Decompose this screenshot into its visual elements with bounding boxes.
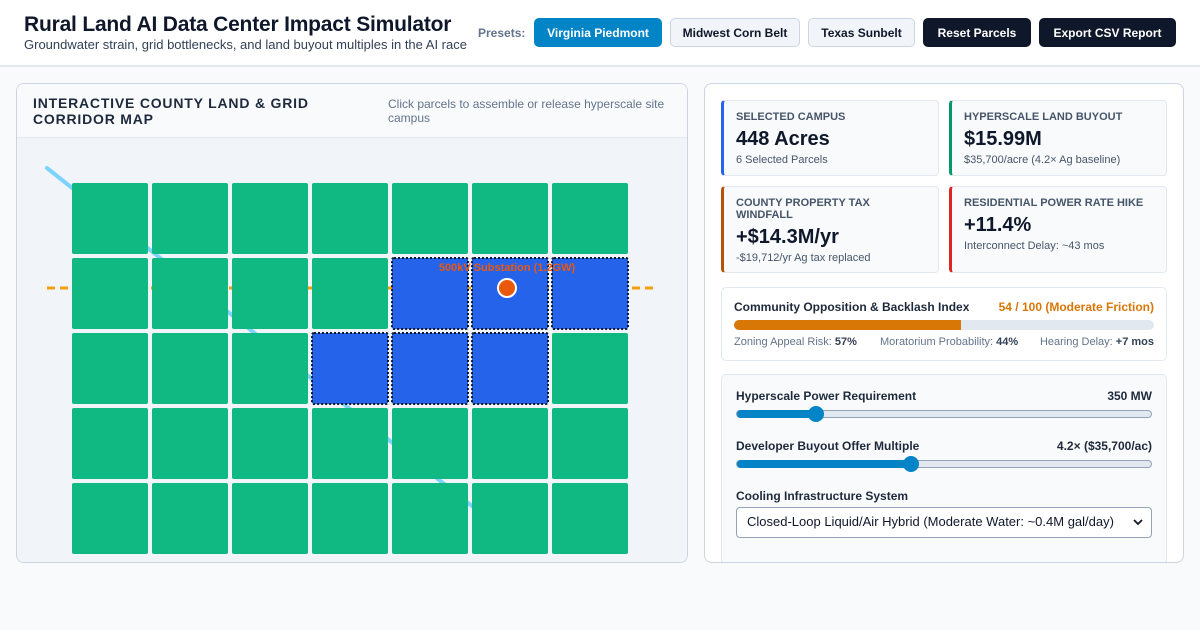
parcel[interactable] bbox=[392, 483, 468, 554]
parcel[interactable] bbox=[72, 183, 148, 254]
parcel[interactable] bbox=[152, 333, 228, 404]
zoning-risk-stat: Zoning Appeal Risk: 57% bbox=[734, 336, 857, 348]
buyout-multiple-value: 4.2× ($35,700/ac) bbox=[1056, 439, 1152, 453]
cooling-system-selected: Closed-Loop Liquid/Air Hybrid (Moderate … bbox=[747, 514, 1114, 529]
map-title: Interactive County Land & Grid Corridor … bbox=[33, 95, 309, 127]
parcel[interactable] bbox=[152, 258, 228, 329]
parcel[interactable] bbox=[312, 183, 388, 254]
parcel[interactable] bbox=[152, 183, 228, 254]
selected-campus-card: Selected Campus 448 Acres 6 Selected Par… bbox=[721, 100, 939, 176]
moratorium-stat: Moratorium Probability: 44% bbox=[880, 336, 1019, 348]
chevron-down-icon bbox=[1133, 519, 1143, 526]
presets-label: Presets: bbox=[478, 26, 526, 40]
map-panel: Interactive County Land & Grid Corridor … bbox=[16, 83, 688, 563]
preset-virginia-piedmont-button[interactable]: Virginia Piedmont bbox=[534, 18, 662, 47]
substation-marker[interactable] bbox=[497, 278, 517, 298]
card-sub: $35,700/acre (4.2× Ag baseline) bbox=[964, 154, 1121, 166]
map-hint: Click parcels to assemble or release hyp… bbox=[388, 97, 665, 125]
reset-parcels-button[interactable]: Reset Parcels bbox=[923, 18, 1031, 47]
buyout-multiple-slider[interactable] bbox=[736, 456, 1152, 472]
opposition-bar-fill bbox=[734, 320, 961, 330]
parcel[interactable] bbox=[72, 408, 148, 479]
opposition-bar bbox=[734, 320, 1154, 330]
card-sub: -$19,712/yr Ag tax replaced bbox=[736, 252, 871, 264]
parcel[interactable] bbox=[312, 258, 388, 329]
card-value: +11.4% bbox=[964, 214, 1032, 236]
app-subtitle: Groundwater strain, grid bottlenecks, an… bbox=[24, 37, 467, 52]
county-map-canvas[interactable]: 500kV Substation (1.2GW) bbox=[17, 138, 688, 563]
power-requirement-value: 350 MW bbox=[1107, 389, 1152, 403]
slider-thumb[interactable] bbox=[902, 456, 919, 472]
app-header: Rural Land AI Data Center Impact Simulat… bbox=[0, 0, 1200, 67]
card-value: 448 Acres bbox=[736, 128, 830, 150]
tax-windfall-card: County Property Tax Windfall +$14.3M/yr … bbox=[721, 186, 939, 273]
card-label: County Property Tax Windfall bbox=[736, 197, 870, 221]
substation-label: 500kV Substation (1.2GW) bbox=[439, 262, 576, 274]
buyout-multiple-label: Developer Buyout Offer Multiple bbox=[736, 439, 920, 453]
parcel[interactable] bbox=[72, 333, 148, 404]
card-label: Residential Power Rate Hike bbox=[964, 197, 1144, 209]
export-csv-button[interactable]: Export CSV Report bbox=[1039, 18, 1176, 47]
parcel[interactable] bbox=[552, 408, 628, 479]
parcel[interactable] bbox=[232, 408, 308, 479]
card-sub: 6 Selected Parcels bbox=[736, 154, 828, 166]
slider-fill bbox=[737, 460, 911, 468]
parcel-selected[interactable] bbox=[391, 257, 469, 330]
power-rate-card: Residential Power Rate Hike +11.4% Inter… bbox=[949, 186, 1167, 273]
parcel-selected[interactable] bbox=[311, 332, 389, 405]
cooling-system-label: Cooling Infrastructure System bbox=[736, 489, 909, 503]
parcel[interactable] bbox=[232, 483, 308, 554]
opposition-score: 54 / 100 (Moderate Friction) bbox=[998, 300, 1154, 314]
opposition-index: Community Opposition & Backlash Index 54… bbox=[721, 287, 1167, 361]
cooling-system-select[interactable]: Closed-Loop Liquid/Air Hybrid (Moderate … bbox=[736, 507, 1152, 538]
parcel-selected[interactable] bbox=[391, 332, 469, 405]
card-label: Selected Campus bbox=[736, 111, 846, 123]
parcel[interactable] bbox=[72, 258, 148, 329]
county-map[interactable]: 500kV Substation (1.2GW) bbox=[17, 138, 688, 563]
preset-texas-sunbelt-button[interactable]: Texas Sunbelt bbox=[808, 18, 915, 47]
parcel[interactable] bbox=[232, 333, 308, 404]
parcel-selected[interactable] bbox=[551, 257, 629, 330]
card-value: $15.99M bbox=[964, 128, 1042, 150]
power-requirement-label: Hyperscale Power Requirement bbox=[736, 389, 917, 403]
parcel[interactable] bbox=[152, 483, 228, 554]
parcel[interactable] bbox=[232, 183, 308, 254]
parcel[interactable] bbox=[552, 483, 628, 554]
parcel[interactable] bbox=[472, 408, 548, 479]
card-value: +$14.3M/yr bbox=[736, 226, 839, 248]
slider-fill bbox=[737, 410, 816, 418]
opposition-title: Community Opposition & Backlash Index bbox=[734, 300, 970, 314]
slider-thumb[interactable] bbox=[807, 406, 824, 422]
map-panel-header: Interactive County Land & Grid Corridor … bbox=[17, 84, 687, 138]
parcel[interactable] bbox=[232, 258, 308, 329]
parcel-selected[interactable] bbox=[471, 332, 549, 405]
parcel[interactable] bbox=[312, 483, 388, 554]
parcel[interactable] bbox=[312, 408, 388, 479]
parcel[interactable] bbox=[552, 333, 628, 404]
card-sub: Interconnect Delay: ~43 mos bbox=[964, 240, 1105, 252]
parcel[interactable] bbox=[472, 483, 548, 554]
simulation-controls: Hyperscale Power Requirement 350 MW Deve… bbox=[721, 374, 1167, 562]
parcel[interactable] bbox=[552, 183, 628, 254]
parcel[interactable] bbox=[472, 183, 548, 254]
parcel[interactable] bbox=[392, 183, 468, 254]
land-buyout-card: Hyperscale Land Buyout $15.99M $35,700/a… bbox=[949, 100, 1167, 176]
parcel[interactable] bbox=[392, 408, 468, 479]
power-requirement-slider[interactable] bbox=[736, 406, 1152, 422]
preset-midwest-corn-belt-button[interactable]: Midwest Corn Belt bbox=[670, 18, 800, 47]
impact-panel: Selected Campus 448 Acres 6 Selected Par… bbox=[704, 83, 1184, 563]
card-label: Hyperscale Land Buyout bbox=[964, 111, 1123, 123]
parcel[interactable] bbox=[72, 483, 148, 554]
app-title: Rural Land AI Data Center Impact Simulat… bbox=[24, 13, 452, 36]
parcel-grid[interactable] bbox=[72, 183, 629, 554]
hearing-delay-stat: Hearing Delay: +7 mos bbox=[1039, 336, 1154, 348]
parcel[interactable] bbox=[152, 408, 228, 479]
